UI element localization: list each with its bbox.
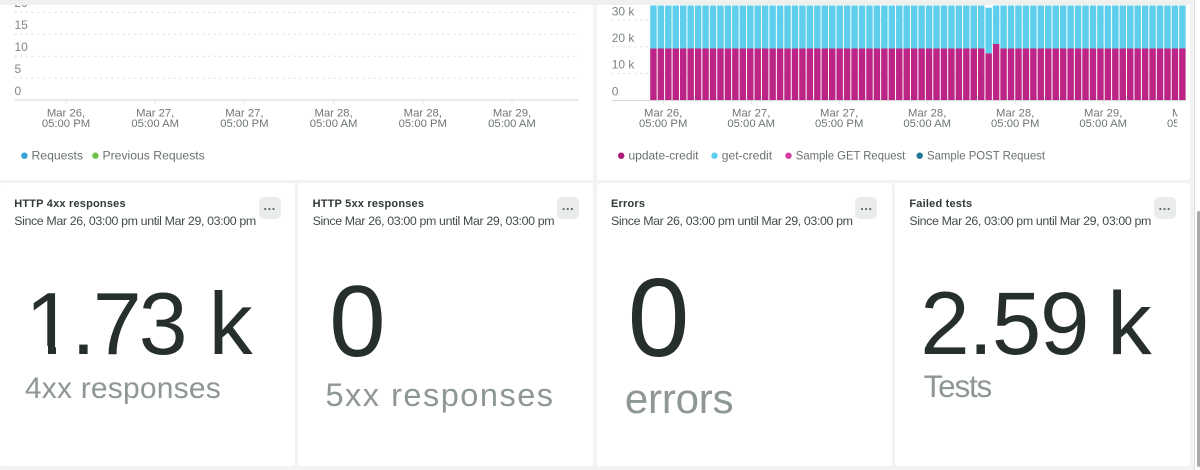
svg-text:05:00 PM: 05:00 PM [42, 118, 90, 130]
svg-text:Mar 26,: Mar 26, [47, 108, 85, 120]
svg-text:Mar 27,: Mar 27, [820, 108, 858, 120]
svg-text:0: 0 [14, 84, 21, 98]
svg-text:Mar 28,: Mar 28, [996, 108, 1034, 120]
svg-text:Sample GET Request: Sample GET Request [796, 149, 906, 163]
svg-text:05:00 AM: 05:00 AM [488, 118, 536, 130]
svg-text:05:00 AM: 05:00 AM [131, 118, 179, 130]
svg-text:Mar 27,: Mar 27, [225, 108, 263, 120]
svg-text:10 k: 10 k [611, 58, 635, 72]
svg-text:Mar 29,: Mar 29, [1172, 108, 1190, 120]
svg-text:05:00 PM: 05:00 PM [991, 118, 1039, 130]
svg-text:05:00 AM: 05:00 AM [903, 118, 951, 130]
svg-text:update-credit: update-credit [628, 149, 699, 163]
svg-text:Mar 28,: Mar 28, [908, 108, 946, 120]
svg-text:Previous Requests: Previous Requests [102, 149, 204, 163]
svg-text:05:00 PM: 05:00 PM [639, 118, 687, 130]
svg-text:05:00 PM: 05:00 PM [399, 118, 447, 130]
svg-text:Sample POST Request: Sample POST Request [927, 149, 1046, 163]
svg-text:get-credit: get-credit [722, 149, 773, 163]
svg-text:30 k: 30 k [611, 5, 635, 19]
svg-text:20 k: 20 k [611, 31, 635, 45]
svg-text:Mar 28,: Mar 28, [404, 108, 442, 120]
svg-text:0: 0 [611, 84, 618, 98]
svg-text:Requests: Requests [31, 149, 83, 163]
svg-text:Mar 27,: Mar 27, [732, 108, 770, 120]
svg-text:20: 20 [14, 5, 28, 10]
svg-text:Mar 29,: Mar 29, [493, 108, 531, 120]
svg-text:15: 15 [14, 18, 28, 32]
svg-text:05:00 AM: 05:00 AM [1079, 118, 1127, 130]
svg-text:05:00 PM: 05:00 PM [1167, 118, 1190, 130]
svg-text:05:00 AM: 05:00 AM [727, 118, 775, 130]
svg-text:5: 5 [14, 62, 21, 76]
svg-text:Mar 27,: Mar 27, [136, 108, 174, 120]
svg-text:Mar 29,: Mar 29, [1084, 108, 1122, 120]
svg-text:05:00 PM: 05:00 PM [220, 118, 268, 130]
svg-text:Mar 28,: Mar 28, [314, 108, 352, 120]
svg-text:Mar 26,: Mar 26, [644, 108, 682, 120]
svg-text:10: 10 [14, 40, 28, 54]
svg-text:05:00 AM: 05:00 AM [310, 118, 358, 130]
svg-text:05:00 PM: 05:00 PM [815, 118, 863, 130]
